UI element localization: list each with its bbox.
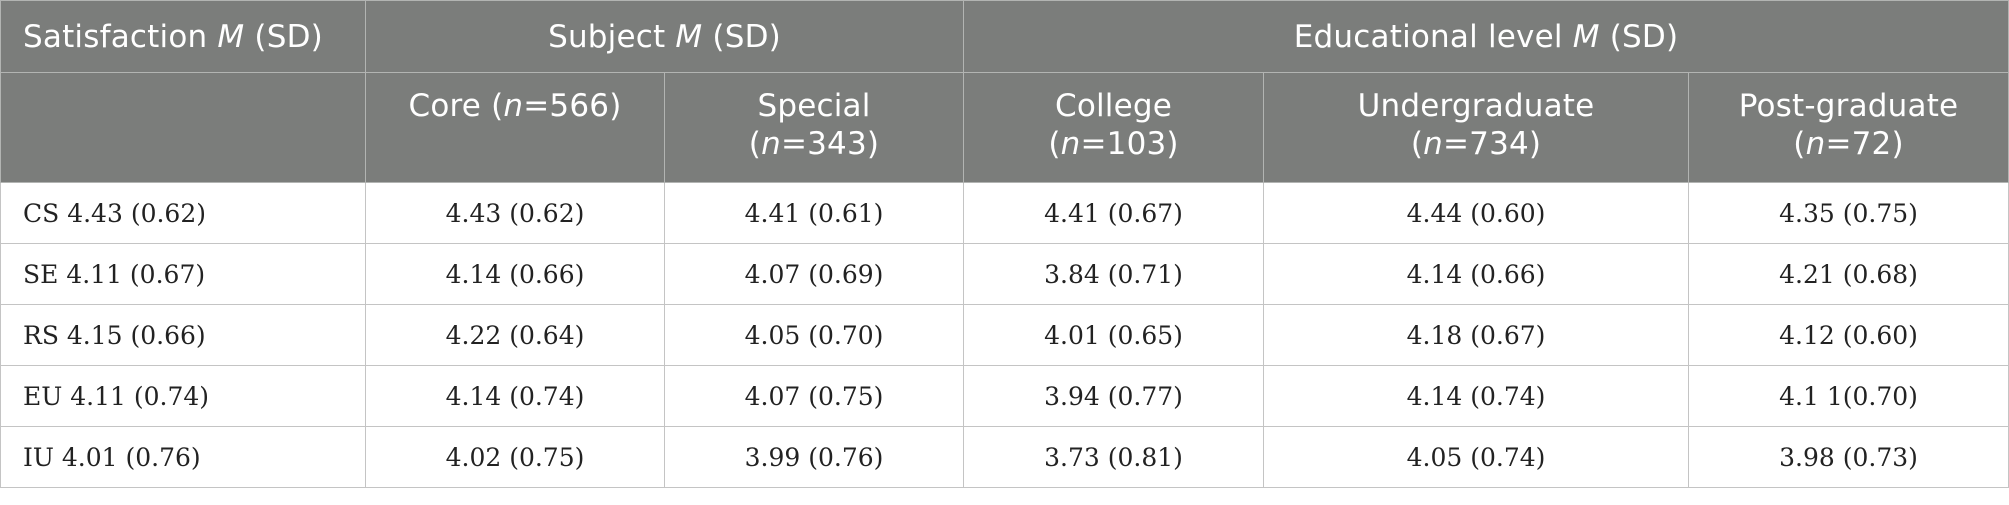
table-row: SE 4.11 (0.67) 4.14 (0.66) 4.07 (0.69) 3…: [0, 243, 2009, 305]
table-cell: 4.14 (0.74): [1263, 365, 1690, 427]
header-education-group: Educational level M (SD): [963, 0, 2009, 73]
table-cell: 3.99 (0.76): [663, 426, 965, 488]
satisfaction-table: Satisfaction M (SD) Subject M (SD) Educa…: [0, 0, 2009, 488]
table-cell: 3.94 (0.77): [963, 365, 1265, 427]
header-subject-group: Subject M (SD): [364, 0, 965, 73]
row-label: CS 4.43 (0.62): [0, 182, 366, 244]
row-label: SE 4.11 (0.67): [0, 243, 366, 305]
table-cell: 3.84 (0.71): [963, 243, 1265, 305]
table-cell: 3.98 (0.73): [1688, 426, 2009, 488]
table-cell: 4.14 (0.66): [1263, 243, 1690, 305]
table-cell: 4.43 (0.62): [365, 182, 665, 244]
table-cell: 4.22 (0.64): [365, 304, 665, 366]
table-cell: 4.21 (0.68): [1688, 243, 2009, 305]
header-col-undergraduate: Undergraduate (n=734): [1263, 72, 1690, 183]
header-col-core: Core (n=566): [365, 72, 665, 183]
header-row-groups: Satisfaction M (SD) Subject M (SD) Educa…: [0, 0, 2009, 73]
table-row: CS 4.43 (0.62) 4.43 (0.62) 4.41 (0.61) 4…: [0, 182, 2009, 244]
row-label: RS 4.15 (0.66): [0, 304, 366, 366]
row-label: IU 4.01 (0.76): [0, 426, 366, 488]
table-cell: 4.35 (0.75): [1688, 182, 2009, 244]
header-col-college: College (n=103): [963, 72, 1265, 183]
table-row: EU 4.11 (0.74) 4.14 (0.74) 4.07 (0.75) 3…: [0, 365, 2009, 427]
table-cell: 4.18 (0.67): [1263, 304, 1690, 366]
table-cell: 4.14 (0.66): [365, 243, 665, 305]
table-cell: 4.01 (0.65): [963, 304, 1265, 366]
table-cell: 4.12 (0.60): [1688, 304, 2009, 366]
table-row: IU 4.01 (0.76) 4.02 (0.75) 3.99 (0.76) 3…: [0, 426, 2009, 488]
header-col-special: Special (n=343): [663, 72, 965, 183]
header-satisfaction: Satisfaction M (SD): [0, 0, 366, 73]
table-cell: 3.73 (0.81): [963, 426, 1265, 488]
header-row-columns: Core (n=566) Special (n=343) College (n=10…: [0, 72, 2009, 183]
table-cell: 4.07 (0.69): [663, 243, 965, 305]
table-cell: 4.05 (0.74): [1263, 426, 1690, 488]
table-body: CS 4.43 (0.62) 4.43 (0.62) 4.41 (0.61) 4…: [0, 182, 2009, 488]
table-cell: 4.44 (0.60): [1263, 182, 1690, 244]
table-cell: 4.41 (0.67): [963, 182, 1265, 244]
table-cell: 4.1 1(0.70): [1688, 365, 2009, 427]
table-cell: 4.02 (0.75): [365, 426, 665, 488]
table-cell: 4.41 (0.61): [663, 182, 965, 244]
table-row: RS 4.15 (0.66) 4.22 (0.64) 4.05 (0.70) 4…: [0, 304, 2009, 366]
table-cell: 4.14 (0.74): [365, 365, 665, 427]
table-cell: 4.05 (0.70): [663, 304, 965, 366]
table-cell: 4.07 (0.75): [663, 365, 965, 427]
table-header: Satisfaction M (SD) Subject M (SD) Educa…: [0, 0, 2009, 183]
header-col-postgraduate: Post-graduate (n=72): [1688, 72, 2009, 183]
row-label: EU 4.11 (0.74): [0, 365, 366, 427]
header-satisfaction-spacer: [0, 72, 366, 183]
